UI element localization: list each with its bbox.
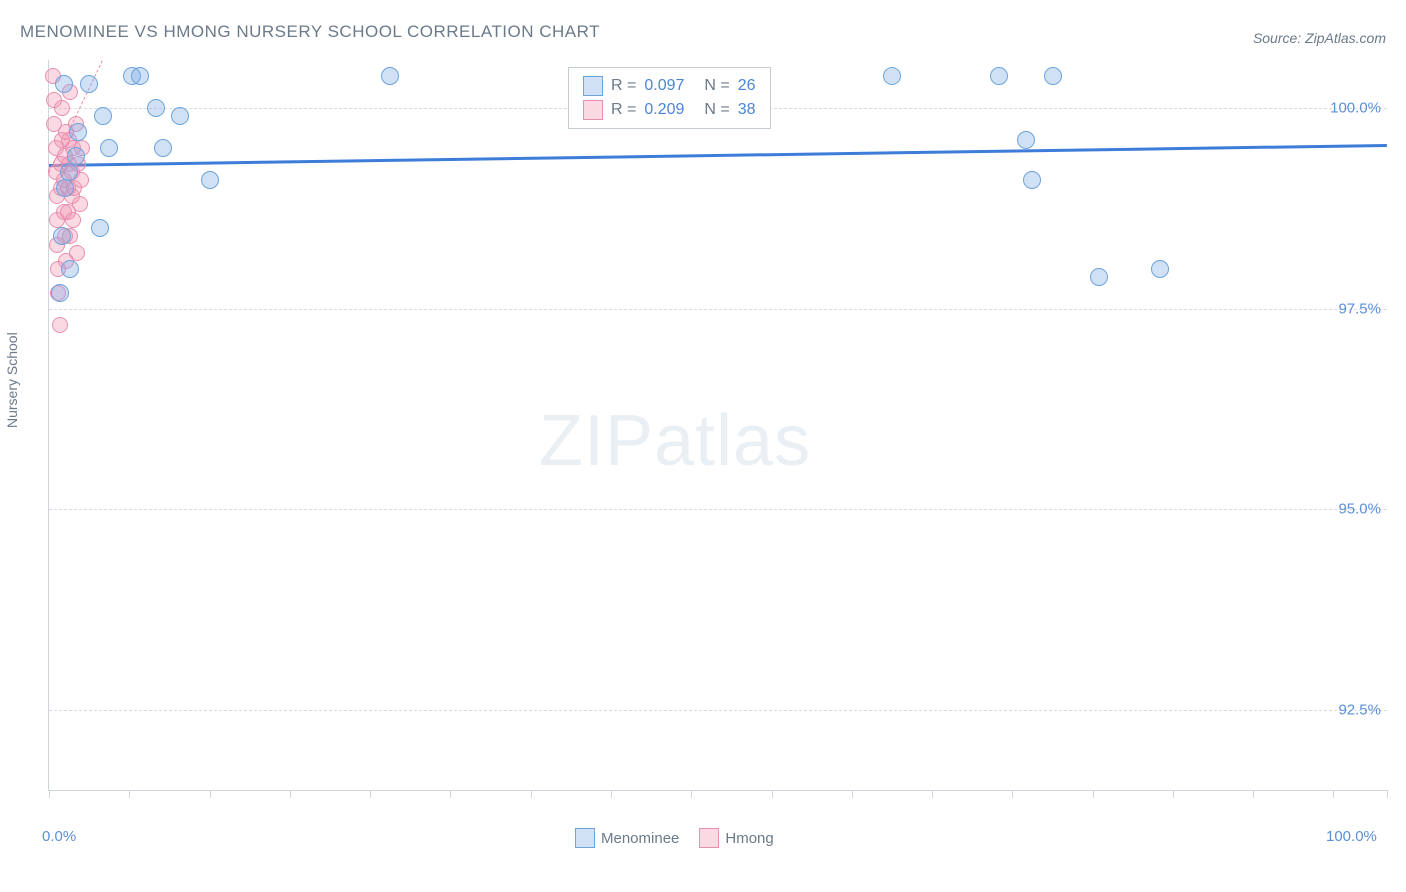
scatter-plot: ZIPatlas 92.5% 95.0% 97.5% 100.0% [48,60,1387,791]
scatter-point-menominee [51,284,69,302]
stats-legend-box: R = 0.097 N = 26 R = 0.209 N = 38 [568,67,771,129]
x-tick [691,790,692,798]
n-value: 38 [738,101,756,119]
gridline [49,509,1387,510]
scatter-point-menominee [883,67,901,85]
y-tick-label: 100.0% [1330,100,1381,117]
scatter-point-menominee [67,147,85,165]
scatter-point-hmong [69,245,85,261]
x-tick [1253,790,1254,798]
scatter-point-menominee [1044,67,1062,85]
x-tick [772,790,773,798]
x-tick [531,790,532,798]
gridline [49,309,1387,310]
y-tick-label: 97.5% [1338,300,1381,317]
n-label: N = [704,101,729,119]
x-axis-max-label: 100.0% [1326,828,1377,845]
scatter-point-menominee [1017,131,1035,149]
x-tick [932,790,933,798]
scatter-point-menominee [147,99,165,117]
r-value: 0.097 [644,77,684,95]
scatter-point-menominee [381,67,399,85]
legend-item: Hmong [699,828,773,848]
r-label: R = [611,101,636,119]
scatter-point-menominee [56,179,74,197]
scatter-point-menominee [69,123,87,141]
trendline-menominee [49,144,1387,167]
scatter-point-menominee [91,219,109,237]
x-tick [611,790,612,798]
x-tick [1333,790,1334,798]
x-tick [1173,790,1174,798]
series-swatch [583,76,603,96]
r-label: R = [611,77,636,95]
legend: Menominee Hmong [575,828,774,848]
x-tick [852,790,853,798]
y-tick-label: 95.0% [1338,501,1381,518]
legend-swatch [699,828,719,848]
watermark: ZIPatlas [539,400,811,482]
y-axis-label: Nursery School [4,332,20,428]
scatter-point-menominee [55,75,73,93]
n-value: 26 [738,77,756,95]
scatter-point-menominee [131,67,149,85]
scatter-point-menominee [60,163,78,181]
scatter-point-menominee [61,260,79,278]
gridline [49,710,1387,711]
x-tick [1387,790,1388,798]
legend-swatch [575,828,595,848]
x-axis-min-label: 0.0% [42,828,76,845]
scatter-point-hmong [72,196,88,212]
legend-label: Menominee [601,830,679,847]
scatter-point-menominee [1090,268,1108,286]
scatter-point-menominee [53,227,71,245]
r-value: 0.209 [644,101,684,119]
series-swatch [583,100,603,120]
scatter-point-menominee [1151,260,1169,278]
legend-label: Hmong [725,830,773,847]
scatter-point-menominee [201,171,219,189]
scatter-point-menominee [94,107,112,125]
watermark-zip: ZIP [539,401,654,481]
watermark-atlas: atlas [654,401,811,481]
stats-row: R = 0.209 N = 38 [583,98,756,122]
n-label: N = [704,77,729,95]
stats-row: R = 0.097 N = 26 [583,74,756,98]
x-tick [370,790,371,798]
scatter-point-menominee [171,107,189,125]
scatter-point-menominee [990,67,1008,85]
legend-item: Menominee [575,828,679,848]
x-tick [210,790,211,798]
scatter-point-menominee [154,139,172,157]
scatter-point-menominee [100,139,118,157]
scatter-point-menominee [1023,171,1041,189]
scatter-point-hmong [65,212,81,228]
x-tick [49,790,50,798]
x-tick [1012,790,1013,798]
x-tick [290,790,291,798]
scatter-point-hmong [52,317,68,333]
x-tick [1093,790,1094,798]
scatter-point-menominee [80,75,98,93]
chart-title: MENOMINEE VS HMONG NURSERY SCHOOL CORREL… [20,22,600,42]
y-tick-label: 92.5% [1338,701,1381,718]
x-tick [129,790,130,798]
source-attribution: Source: ZipAtlas.com [1253,30,1386,46]
x-tick [450,790,451,798]
scatter-point-hmong [54,100,70,116]
